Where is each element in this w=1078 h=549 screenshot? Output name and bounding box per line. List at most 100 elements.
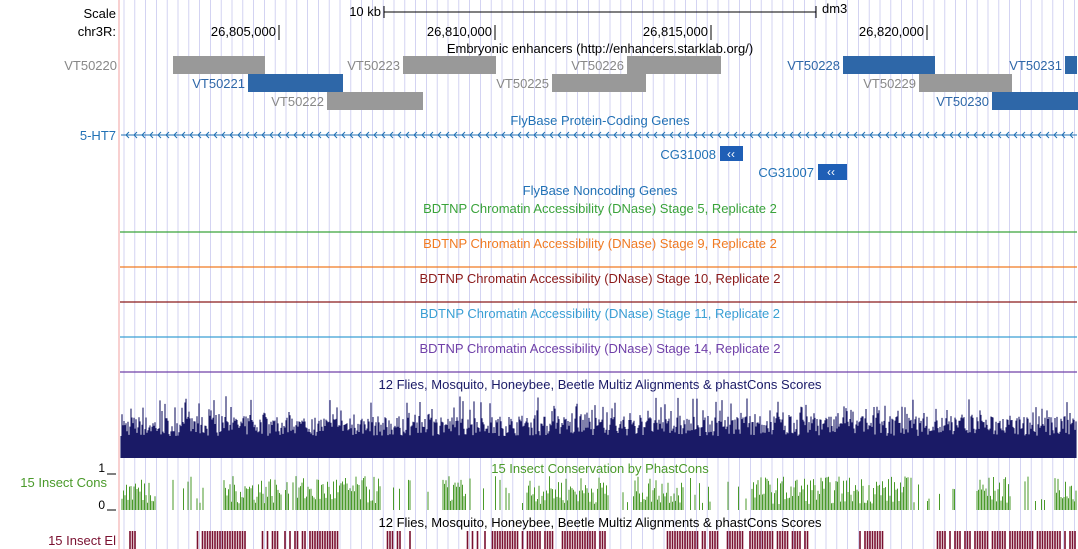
enhancer-vt50228[interactable]: VT50228 bbox=[787, 56, 935, 74]
strand-chevron bbox=[821, 131, 826, 139]
gene-label-5-ht7[interactable]: 5-HT7 bbox=[80, 128, 116, 143]
multiz-track[interactable]: 12 Flies, Mosquito, Honeybee, Beetle Mul… bbox=[120, 377, 1077, 458]
dnase-track-title: BDTNP Chromatin Accessibility (DNase) St… bbox=[419, 271, 780, 286]
enhancer-box[interactable] bbox=[173, 56, 265, 74]
dnase-track-stage9[interactable]: BDTNP Chromatin Accessibility (DNase) St… bbox=[120, 236, 1077, 268]
strand-chevron bbox=[381, 131, 386, 139]
strand-chevron bbox=[989, 131, 994, 139]
strand-chevron bbox=[973, 131, 978, 139]
enhancer-box[interactable] bbox=[552, 74, 646, 92]
enhancer-label[interactable]: VT50222 bbox=[271, 94, 324, 109]
strand-chevron bbox=[485, 131, 490, 139]
enhancer-vt50223[interactable]: VT50223 bbox=[347, 56, 496, 74]
enhancer-label[interactable]: VT50226 bbox=[571, 58, 624, 73]
strand-chevron bbox=[869, 131, 874, 139]
strand-chevron bbox=[981, 131, 986, 139]
strand-chevron bbox=[253, 131, 258, 139]
enhancer-label[interactable]: VT50228 bbox=[787, 58, 840, 73]
strand-chevron bbox=[621, 131, 626, 139]
enhancer-label[interactable]: VT50230 bbox=[936, 94, 989, 109]
dnase-track-stage14[interactable]: BDTNP Chromatin Accessibility (DNase) St… bbox=[120, 341, 1077, 373]
elements-side-label[interactable]: 15 Insect El bbox=[48, 533, 116, 548]
enhancer-box[interactable] bbox=[1065, 56, 1077, 74]
enhancer-box[interactable] bbox=[992, 92, 1078, 110]
genes-track[interactable]: FlyBase Protein-Coding Genes 5-HT7 CG310… bbox=[80, 113, 1077, 180]
strand-chevron bbox=[661, 131, 666, 139]
enhancer-vt50229[interactable]: VT50229 bbox=[863, 74, 1012, 92]
enhancer-box[interactable] bbox=[919, 74, 1012, 92]
gene-cg31007-exon[interactable] bbox=[818, 164, 847, 180]
enhancer-vt50222[interactable]: VT50222 bbox=[271, 92, 423, 110]
strand-chevron bbox=[541, 131, 546, 139]
strand-chevron bbox=[693, 131, 698, 139]
dnase-track-stage5[interactable]: BDTNP Chromatin Accessibility (DNase) St… bbox=[120, 201, 1077, 233]
strand-chevron bbox=[733, 131, 738, 139]
strand-chevron bbox=[773, 131, 778, 139]
enhancer-vt50226[interactable]: VT50226 bbox=[571, 56, 721, 74]
enhancer-label[interactable]: VT50221 bbox=[192, 76, 245, 91]
strand-chevron bbox=[341, 131, 346, 139]
dnase-track-stage11[interactable]: BDTNP Chromatin Accessibility (DNase) St… bbox=[120, 306, 1077, 338]
strand-chevron bbox=[1037, 131, 1042, 139]
strand-chevron bbox=[957, 131, 962, 139]
elements-track-title: 12 Flies, Mosquito, Honeybee, Beetle Mul… bbox=[379, 515, 822, 530]
enhancer-box[interactable] bbox=[248, 74, 343, 92]
gene-label-cg31007[interactable]: CG31007 bbox=[758, 165, 814, 180]
strand-chevron bbox=[669, 131, 674, 139]
enhancer-box[interactable] bbox=[843, 56, 935, 74]
strand-chevron bbox=[309, 131, 314, 139]
phastcons-ymin: 0 bbox=[98, 498, 105, 512]
strand-chevron bbox=[277, 131, 282, 139]
phastcons-track[interactable]: 15 Insect Conservation by PhastCons 15 I… bbox=[20, 461, 1077, 512]
strand-chevron bbox=[605, 131, 610, 139]
enhancer-label[interactable]: VT50231 bbox=[1009, 58, 1062, 73]
strand-chevron bbox=[965, 131, 970, 139]
enhancer-label[interactable]: VT50220 bbox=[64, 58, 117, 73]
enhancer-label[interactable]: VT50229 bbox=[863, 76, 916, 91]
strand-chevron bbox=[549, 131, 554, 139]
enhancer-vt50225[interactable]: VT50225 bbox=[496, 74, 646, 92]
gene-label-cg31008[interactable]: CG31008 bbox=[660, 147, 716, 162]
enhancer-box[interactable] bbox=[327, 92, 423, 110]
strand-chevron bbox=[205, 131, 210, 139]
strand-chevron bbox=[685, 131, 690, 139]
strand-chevron bbox=[373, 131, 378, 139]
enhancer-label[interactable]: VT50225 bbox=[496, 76, 549, 91]
strand-chevron bbox=[173, 131, 178, 139]
phastcons-signal bbox=[121, 476, 1077, 510]
strand-chevron bbox=[933, 131, 938, 139]
strand-chevron bbox=[357, 131, 362, 139]
enhancer-label[interactable]: VT50223 bbox=[347, 58, 400, 73]
strand-chevron bbox=[293, 131, 298, 139]
elements-track[interactable]: 12 Flies, Mosquito, Honeybee, Beetle Mul… bbox=[48, 515, 1076, 549]
strand-chevron bbox=[509, 131, 514, 139]
enhancer-vt50231[interactable]: VT50231 bbox=[1009, 56, 1077, 74]
assembly-label: dm3 bbox=[822, 1, 847, 16]
strand-chevron bbox=[389, 131, 394, 139]
enhancer-vt50221[interactable]: VT50221 bbox=[192, 74, 343, 92]
ruler-positions: 26,805,000 26,810,000 26,815,000 26,820,000 bbox=[211, 24, 928, 40]
strand-chevron bbox=[301, 131, 306, 139]
strand-chevron bbox=[717, 131, 722, 139]
enhancer-vt50220[interactable]: VT50220 bbox=[64, 56, 265, 74]
strand-chevron bbox=[941, 131, 946, 139]
strand-chevron bbox=[125, 131, 130, 139]
enhancer-box[interactable] bbox=[403, 56, 496, 74]
strand-chevron bbox=[1053, 131, 1058, 139]
strand-chevron bbox=[237, 131, 242, 139]
enhancer-box[interactable] bbox=[627, 56, 721, 74]
strand-chevron bbox=[429, 131, 434, 139]
strand-chevron bbox=[757, 131, 762, 139]
dnase-track-stage10[interactable]: BDTNP Chromatin Accessibility (DNase) St… bbox=[120, 271, 1077, 303]
dnase-track-title: BDTNP Chromatin Accessibility (DNase) St… bbox=[423, 201, 777, 216]
enhancer-vt50230[interactable]: VT50230 bbox=[936, 92, 1078, 110]
strand-chevron bbox=[909, 131, 914, 139]
strand-chevron bbox=[453, 131, 458, 139]
strand-chevron bbox=[709, 131, 714, 139]
strand-chevron bbox=[573, 131, 578, 139]
strand-chevron bbox=[597, 131, 602, 139]
ruler-position-label: 26,820,000 bbox=[859, 24, 924, 39]
phastcons-side-label[interactable]: 15 Insect Cons bbox=[20, 475, 107, 490]
gene-cg31008-exon[interactable] bbox=[720, 146, 743, 161]
enhancers-track[interactable]: Embryonic enhancers (http://enhancers.st… bbox=[64, 41, 1078, 110]
